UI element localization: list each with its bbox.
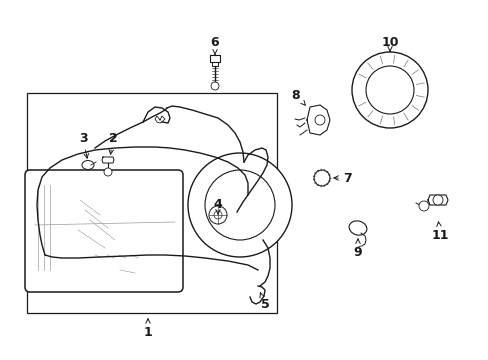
Text: 3: 3 [79, 131, 88, 158]
Circle shape [214, 211, 222, 219]
Text: 4: 4 [213, 198, 222, 214]
Ellipse shape [348, 221, 366, 235]
FancyBboxPatch shape [25, 170, 183, 292]
Circle shape [210, 82, 219, 90]
Circle shape [313, 170, 329, 186]
Circle shape [365, 66, 413, 114]
Text: 7: 7 [333, 171, 352, 185]
Bar [27, 93, 276, 313]
Text: 5: 5 [260, 293, 269, 311]
Text: 6: 6 [210, 36, 219, 54]
Text: 2: 2 [108, 131, 117, 154]
Circle shape [104, 168, 112, 176]
Text: 1: 1 [143, 319, 152, 338]
Circle shape [187, 153, 291, 257]
Circle shape [314, 115, 325, 125]
Circle shape [418, 201, 428, 211]
Text: 9: 9 [353, 239, 362, 258]
Ellipse shape [82, 161, 94, 170]
Circle shape [208, 206, 226, 224]
Text: 10: 10 [381, 36, 398, 51]
Text: 8: 8 [291, 89, 305, 105]
Circle shape [351, 52, 427, 128]
Circle shape [432, 195, 442, 205]
Text: 11: 11 [430, 222, 448, 242]
